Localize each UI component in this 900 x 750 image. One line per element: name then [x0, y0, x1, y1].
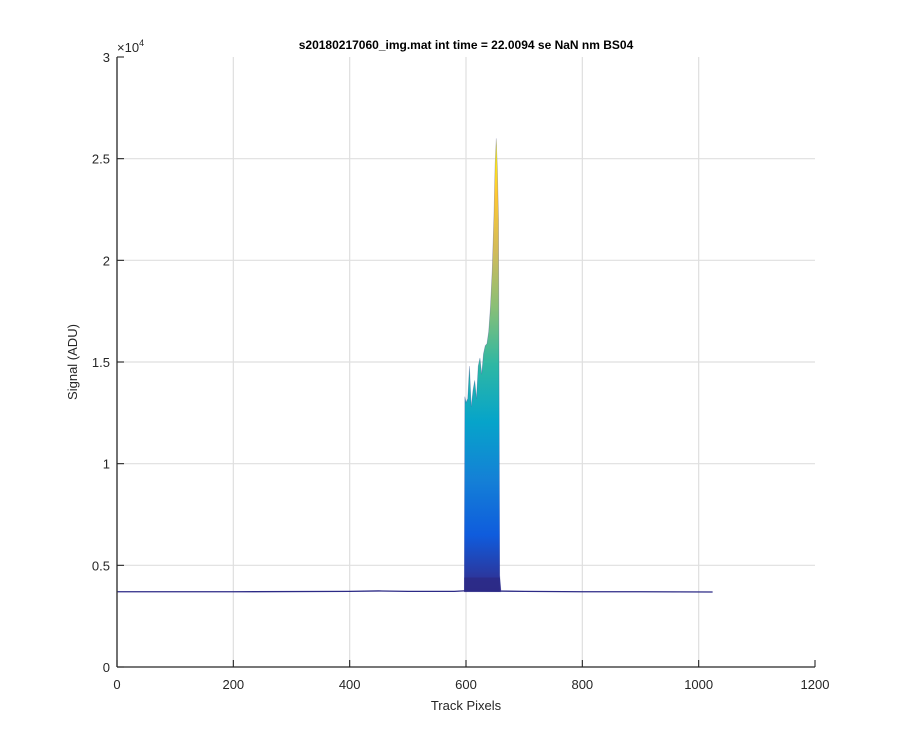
x-tick-label: 200: [222, 677, 244, 692]
x-axis-title: Track Pixels: [431, 698, 502, 713]
y-tick-label: 1.5: [92, 355, 110, 370]
y-tick-label: 0: [103, 660, 110, 675]
y-axis-title: Signal (ADU): [65, 324, 80, 400]
y-tick-label: 2.5: [92, 152, 110, 167]
x-tick-label: 1000: [684, 677, 713, 692]
series-peak-edge: [463, 138, 502, 593]
x-tick-label: 800: [571, 677, 593, 692]
series-peak-surface: [464, 138, 501, 592]
x-tick-label: 600: [455, 677, 477, 692]
y-tick-label: 1: [103, 457, 110, 472]
y-tick-label: 0.5: [92, 558, 110, 573]
y-axis-exponent-power: 4: [139, 38, 144, 48]
y-tick-label: 2: [103, 253, 110, 268]
labels: s20180217060_img.mat int time = 22.0094 …: [65, 38, 634, 713]
x-tick-label: 0: [113, 677, 120, 692]
y-tick-label: 3: [103, 50, 110, 65]
chart-title: s20180217060_img.mat int time = 22.0094 …: [299, 38, 634, 52]
y-axis-exponent-base: ×10: [117, 40, 139, 55]
axes: 0 200 400 600 800 1000 1200 0 0.5 1 1.5 2 2.5 3: [92, 50, 830, 692]
y-axis-exponent: ×104: [117, 38, 144, 55]
series-peak-base: [464, 577, 500, 592]
series-baseline-line: [117, 590, 713, 593]
x-tick-label: 400: [339, 677, 361, 692]
x-tick-label: 1200: [801, 677, 830, 692]
series-layer: [117, 138, 713, 593]
